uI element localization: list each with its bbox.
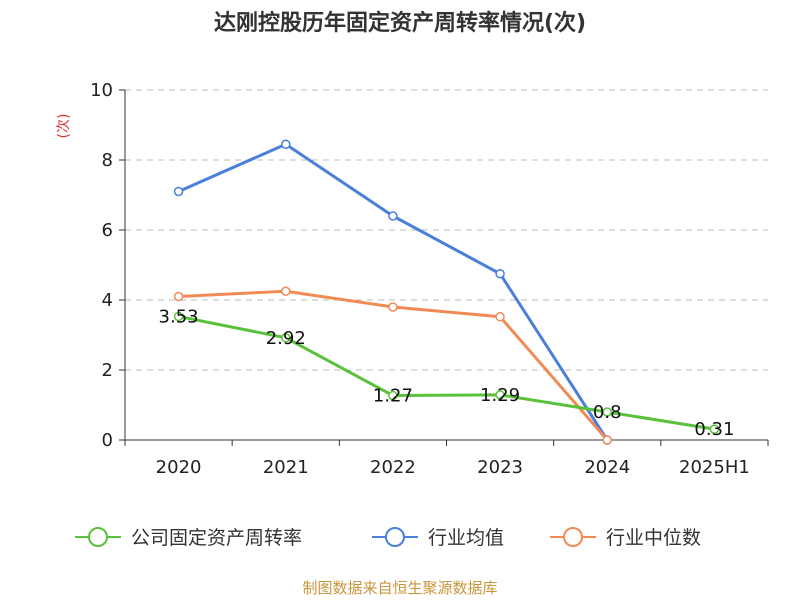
- axis-layer: 0 2 4 6 8 10 2020 2021 2022 2023 2024 2025H1: [90, 80, 769, 478]
- y-tick-label: 0: [102, 430, 113, 451]
- chart-title: 达刚控股历年固定资产周转率情况(次): [214, 10, 586, 36]
- data-point: [388, 211, 398, 221]
- data-point: [388, 390, 398, 401]
- legend-marker: [88, 527, 108, 547]
- data-label: 0.8: [593, 402, 622, 423]
- data-label: 0.31: [694, 419, 734, 440]
- x-tick-label: 2023: [477, 457, 523, 478]
- y-tick-label: 4: [102, 290, 113, 311]
- x-tick-label: 2021: [263, 457, 309, 478]
- data-point: [281, 139, 291, 149]
- data-label-layer: 3.53 2.92 1.27 1.29 0.8 0.31: [159, 306, 735, 440]
- data-label: 1.29: [480, 385, 520, 406]
- data-point: [173, 291, 184, 302]
- y-tick-label: 10: [90, 80, 113, 101]
- legend-label: 行业中位数: [606, 527, 701, 549]
- legend: 公司固定资产周转率 行业均值 行业中位数: [75, 527, 701, 549]
- x-tick-label: 2024: [584, 457, 630, 478]
- series-line: [178, 314, 715, 431]
- data-point: [388, 302, 398, 312]
- data-point: [495, 390, 505, 400]
- y-tick-label: 6: [102, 220, 113, 241]
- legend-item: 行业均值: [372, 527, 504, 549]
- data-point: [173, 311, 184, 322]
- data-point: [281, 286, 291, 296]
- legend-label: 公司固定资产周转率: [131, 527, 302, 549]
- data-point: [173, 186, 184, 197]
- data-label: 2.92: [266, 328, 306, 349]
- legend-marker: [385, 527, 405, 547]
- grid-layer: [125, 89, 768, 371]
- data-point: [709, 424, 720, 434]
- data-point: [602, 407, 612, 417]
- data-point: [281, 333, 291, 343]
- series-2: [173, 286, 612, 445]
- series-0: [173, 311, 720, 434]
- legend-marker: [563, 527, 583, 547]
- series-layer: [173, 139, 720, 445]
- source-note: 制图数据来自恒生聚源数据库: [302, 579, 497, 597]
- series-line: [178, 289, 609, 441]
- data-label: 3.53: [159, 306, 199, 327]
- y-tick-label: 2: [102, 360, 113, 381]
- y-axis-label: (次): [56, 114, 72, 139]
- legend-label: 行业均值: [428, 527, 504, 549]
- data-point: [495, 269, 505, 279]
- legend-item: 行业中位数: [550, 527, 701, 549]
- x-tick-label: 2020: [156, 457, 202, 478]
- data-label: 1.27: [373, 386, 413, 407]
- y-tick-label: 8: [102, 150, 113, 171]
- x-tick-label: 2025H1: [679, 457, 750, 478]
- x-tick-label: 2022: [370, 457, 416, 478]
- data-point: [495, 312, 505, 322]
- data-point: [602, 435, 612, 445]
- legend-item: 公司固定资产周转率: [75, 527, 302, 549]
